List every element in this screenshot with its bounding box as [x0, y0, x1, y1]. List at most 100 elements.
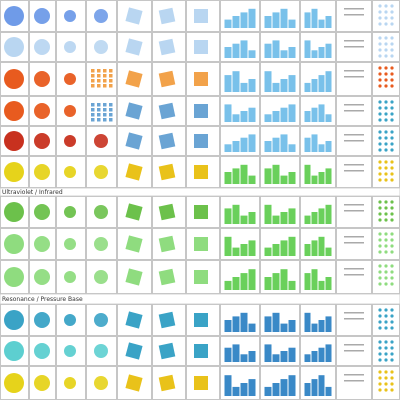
circle-icon: [390, 264, 394, 268]
bar-mark: [264, 43, 272, 58]
bar-mark: [240, 312, 248, 332]
circle-icon: [384, 142, 388, 146]
square-icon: [109, 84, 113, 88]
grid-cell: [336, 260, 372, 294]
square-icon: [103, 108, 107, 112]
circle-icon: [384, 66, 388, 70]
circle-icon: [390, 270, 394, 274]
bar-mark: [325, 43, 332, 58]
tilted-square-icon: [158, 203, 176, 221]
circle-icon: [390, 308, 394, 312]
grid-cell: [186, 336, 220, 366]
circle-icon: [390, 148, 394, 152]
grid-cell: [186, 96, 220, 126]
bar-mark: [311, 323, 318, 332]
circle-icon: [64, 105, 76, 117]
circle-icon: [390, 178, 394, 182]
bar-mark: [248, 240, 256, 256]
bar-mark: [304, 82, 311, 92]
circle-icon: [64, 314, 76, 326]
circle-icon: [34, 269, 50, 285]
circle-icon: [384, 326, 388, 330]
circle-icon: [384, 178, 388, 182]
circle-icon: [94, 344, 108, 358]
section-label-ultraviolet: Ultraviolet / Infrared: [2, 189, 63, 196]
bar-mark: [240, 111, 248, 122]
grid-cell: [152, 304, 186, 336]
circle-icon: [378, 352, 382, 356]
tilted-square-icon: [125, 38, 143, 56]
bar-mark: [325, 344, 332, 362]
circle-icon: [4, 202, 24, 222]
bar-mark: [325, 247, 332, 256]
square-icon: [194, 165, 208, 179]
circle-icon: [378, 264, 382, 268]
square-icon: [109, 118, 113, 122]
bar-mark: [318, 208, 325, 224]
grid-cell: [56, 32, 86, 62]
circle-icon: [64, 166, 76, 178]
circle-icon: [384, 166, 388, 170]
bar-mark: [240, 40, 248, 58]
square-icon: [109, 69, 113, 73]
circle-icon: [384, 232, 388, 236]
circle-icon: [378, 206, 382, 210]
bar-mark: [288, 19, 296, 28]
grid-cell: [186, 304, 220, 336]
circle-icon: [384, 160, 388, 164]
bar-mark: [325, 316, 332, 332]
square-icon: [91, 103, 95, 107]
grid-cell: [56, 62, 86, 96]
grid-cell: [86, 228, 117, 260]
circle-icon: [378, 54, 382, 58]
circle-icon: [378, 320, 382, 324]
rule-mark: [344, 380, 364, 382]
grid-cell: [336, 0, 372, 32]
circle-icon: [390, 72, 394, 76]
grid-cell: [117, 32, 152, 62]
grid-cell: [29, 126, 56, 156]
grid-cell: [117, 96, 152, 126]
bar-mark: [232, 247, 240, 256]
bar-mark: [288, 347, 296, 362]
circle-icon: [384, 72, 388, 76]
grid-cell: [86, 62, 117, 96]
circle-icon: [378, 172, 382, 176]
bar-mark: [325, 204, 332, 224]
grid-cell: [300, 96, 336, 126]
bar-mark: [304, 312, 311, 332]
bar-mark: [280, 175, 288, 184]
grid-cell: [220, 62, 260, 96]
bar-mark: [288, 104, 296, 122]
bar-mark: [280, 107, 288, 122]
circle-icon: [390, 382, 394, 386]
tilted-square-icon: [158, 374, 176, 392]
circle-icon: [390, 340, 394, 344]
square-icon: [194, 237, 208, 251]
bar-mark: [248, 351, 256, 362]
rule-mark: [344, 374, 364, 376]
grid-cell: [336, 366, 372, 400]
grid-cell: [29, 32, 56, 62]
rule-mark: [344, 350, 364, 352]
circle-icon: [390, 232, 394, 236]
rule-mark: [344, 8, 364, 10]
tilted-square-icon: [125, 132, 143, 150]
circle-icon: [384, 270, 388, 274]
grid-cell: [336, 62, 372, 96]
bar-mark: [248, 212, 256, 224]
circle-icon: [384, 244, 388, 248]
grid-cell: [220, 156, 260, 188]
rule-mark: [344, 204, 364, 206]
circle-icon: [378, 200, 382, 204]
circle-icon: [34, 343, 50, 359]
rule-mark: [344, 268, 364, 270]
grid-cell: [117, 336, 152, 366]
circle-icon: [378, 250, 382, 254]
square-icon: [194, 9, 208, 23]
bar-mark: [318, 375, 325, 396]
bar-mark: [311, 134, 318, 152]
square-icon: [103, 84, 107, 88]
circle-icon: [378, 326, 382, 330]
